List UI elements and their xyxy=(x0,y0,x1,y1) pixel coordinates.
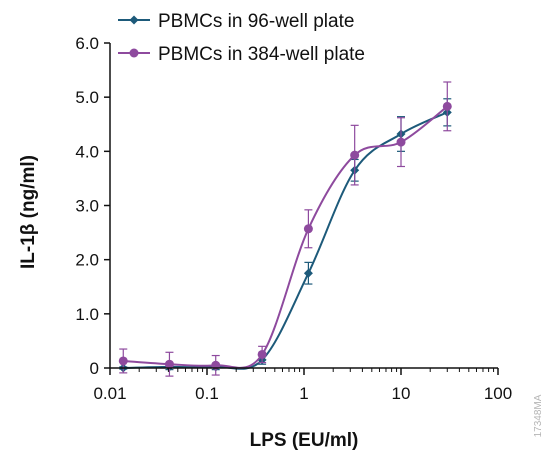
data-point xyxy=(442,101,452,111)
x-tick-label: 1 xyxy=(299,384,308,403)
x-tick-label: 0.01 xyxy=(93,384,126,403)
figure-id-watermark: 17348MA xyxy=(533,394,543,437)
y-tick-label: 4.0 xyxy=(75,142,99,161)
y-tick-label: 1.0 xyxy=(75,305,99,324)
y-tick-label: 2.0 xyxy=(75,251,99,270)
plot-area xyxy=(118,81,452,377)
axes: 0 1.0 2.0 3.0 4.0 5.0 6.0 0.01 0.1 1 10 100 xyxy=(75,34,512,403)
y-tick-label: 0 xyxy=(90,359,99,378)
legend-marker xyxy=(129,48,139,58)
y-tick-label: 5.0 xyxy=(75,88,99,107)
legend-item-1: PBMCs in 96-well plate xyxy=(118,11,354,32)
x-tick-label: 0.1 xyxy=(195,384,219,403)
x-axis-title: LPS (EU/ml) xyxy=(250,430,359,450)
legend: PBMCs in 96-well plate PBMCs in 384-well … xyxy=(118,11,365,65)
legend-label: PBMCs in 96-well plate xyxy=(158,11,354,32)
y-axis-title: IL-1β (ng/ml) xyxy=(18,155,39,269)
legend-marker xyxy=(129,15,139,25)
series-line xyxy=(123,111,448,370)
data-point xyxy=(350,150,360,160)
data-point xyxy=(396,137,406,147)
series-line xyxy=(123,105,448,369)
legend-item-2: PBMCs in 384-well plate xyxy=(118,44,365,65)
x-tick-label: 100 xyxy=(484,384,512,403)
data-point xyxy=(118,356,128,366)
y-tick-label: 3.0 xyxy=(75,197,99,216)
series-2 xyxy=(118,81,452,377)
x-tick-label: 10 xyxy=(392,384,411,403)
data-point xyxy=(164,359,174,369)
y-tick-label: 6.0 xyxy=(75,34,99,53)
data-point xyxy=(303,268,313,278)
legend-label: PBMCs in 384-well plate xyxy=(158,44,365,65)
data-point xyxy=(257,349,267,359)
data-point xyxy=(303,224,313,234)
